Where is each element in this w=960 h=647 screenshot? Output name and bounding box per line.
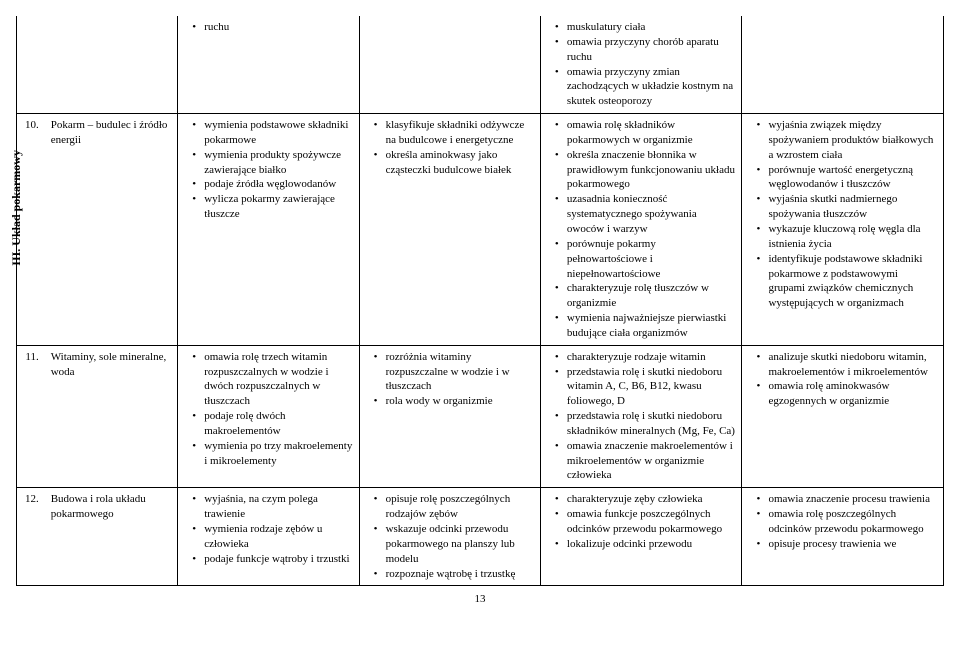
cell: klasyfikuje składniki odżywcze na budulc… [359, 114, 540, 346]
list-item: wskazuje odcinki przewodu pokarmowego na… [378, 522, 534, 567]
bullet-list: ruchu [184, 20, 352, 35]
list-item: wyjaśnia, na czym polega trawienie [196, 492, 352, 522]
list-item: omawia rolę aminokwasów egzogennych w or… [760, 379, 937, 409]
row-topic [45, 16, 178, 114]
list-item: podaje funkcje wątroby i trzustki [196, 552, 352, 567]
list-item: wyjaśnia związek między spożywaniem prod… [760, 118, 937, 163]
list-item: klasyfikuje składniki odżywcze na budulc… [378, 118, 534, 148]
list-item: muskulatury ciała [559, 20, 736, 35]
list-item: przedstawia rolę i skutki niedoboru wita… [559, 365, 736, 410]
bullet-list: rozróżnia witaminy rozpuszczalne w wodzi… [366, 350, 534, 409]
bullet-list: wymienia podstawowe składniki pokarmowew… [184, 118, 352, 222]
cell: ruchu [178, 16, 359, 114]
cell: rozróżnia witaminy rozpuszczalne w wodzi… [359, 345, 540, 488]
cell [742, 16, 944, 114]
bullet-list: opisuje rolę poszczególnych rodzajów zęb… [366, 492, 534, 581]
table-row: ruchu muskulatury ciałaomawia przyczyny c… [17, 16, 944, 114]
cell: omawia rolę składników pokarmowych w org… [540, 114, 742, 346]
list-item: podaje źródła węglowodanów [196, 177, 352, 192]
list-item: omawia funkcje poszczególnych odcinków p… [559, 507, 736, 537]
list-item: identyfikuje podstawowe składniki pokarm… [760, 252, 937, 311]
list-item: wymienia po trzy makroelementy i mikroel… [196, 439, 352, 469]
list-item: uzasadnia konieczność systematycznego sp… [559, 192, 736, 237]
cell: opisuje rolę poszczególnych rodzajów zęb… [359, 488, 540, 586]
list-item: wymienia podstawowe składniki pokarmowe [196, 118, 352, 148]
table-row: 11.Witaminy, sole mineralne, woda omawia … [17, 345, 944, 488]
list-item: omawia rolę trzech witamin rozpuszczalny… [196, 350, 352, 409]
list-item: podaje rolę dwóch makroelementów [196, 409, 352, 439]
list-item: porównuje wartość energetyczną węglowoda… [760, 163, 937, 193]
list-item: rola wody w organizmie [378, 394, 534, 409]
list-item: określa znaczenie błonnika w prawidłowym… [559, 148, 736, 193]
row-topic: Witaminy, sole mineralne, woda [45, 345, 178, 488]
cell: omawia rolę trzech witamin rozpuszczalny… [178, 345, 359, 488]
list-item: charakteryzuje zęby człowieka [559, 492, 736, 507]
bullet-list: wyjaśnia, na czym polega trawieniewymien… [184, 492, 352, 566]
bullet-list: klasyfikuje składniki odżywcze na budulc… [366, 118, 534, 177]
bullet-list: charakteryzuje rodzaje witaminprzedstawi… [547, 350, 736, 484]
list-item: charakteryzuje rolę tłuszczów w organizm… [559, 281, 736, 311]
page: III. Układ pokarmowy ruchumuskulatury ci… [16, 16, 944, 607]
list-item: wykazuje kluczową rolę węgla dla istnien… [760, 222, 937, 252]
bullet-list: muskulatury ciałaomawia przyczyny chorób… [547, 20, 736, 109]
bullet-list: omawia znaczenie procesu trawieniaomawia… [748, 492, 937, 551]
list-item: wyjaśnia skutki nadmiernego spożywania t… [760, 192, 937, 222]
cell: omawia znaczenie procesu trawieniaomawia… [742, 488, 944, 586]
list-item: wymienia rodzaje zębów u człowieka [196, 522, 352, 552]
row-topic: Budowa i rola układu pokarmowego [45, 488, 178, 586]
list-item: określa aminokwasy jako cząsteczki budul… [378, 148, 534, 178]
table-row: 12.Budowa i rola układu pokarmowegowyjaś… [17, 488, 944, 586]
row-number: 11. [17, 345, 45, 488]
bullet-list: omawia rolę trzech witamin rozpuszczalny… [184, 350, 352, 469]
bullet-list: wyjaśnia związek między spożywaniem prod… [748, 118, 937, 311]
list-item: porównuje pokarmy pełnowartościowe i nie… [559, 237, 736, 282]
cell: wyjaśnia związek między spożywaniem prod… [742, 114, 944, 346]
bullet-list: analizuje skutki niedoboru witamin, makr… [748, 350, 937, 409]
cell: charakteryzuje rodzaje witaminprzedstawi… [540, 345, 742, 488]
table-row: 10.Pokarm – budulec i źródło energiiwymi… [17, 114, 944, 346]
list-item: analizuje skutki niedoboru witamin, makr… [760, 350, 937, 380]
list-item: ruchu [196, 20, 352, 35]
curriculum-table: ruchu muskulatury ciałaomawia przyczyny c… [16, 16, 944, 586]
cell: charakteryzuje zęby człowiekaomawia funk… [540, 488, 742, 586]
row-number: 12. [17, 488, 45, 586]
list-item: wymienia produkty spożywcze zawierające … [196, 148, 352, 178]
list-item: opisuje rolę poszczególnych rodzajów zęb… [378, 492, 534, 522]
list-item: charakteryzuje rodzaje witamin [559, 350, 736, 365]
list-item: opisuje procesy trawienia we [760, 537, 937, 552]
list-item: omawia przyczyny chorób aparatu ruchu [559, 35, 736, 65]
cell: analizuje skutki niedoboru witamin, makr… [742, 345, 944, 488]
list-item: wylicza pokarmy zawierające tłuszcze [196, 192, 352, 222]
row-topic: Pokarm – budulec i źródło energii [45, 114, 178, 346]
list-item: rozpoznaje wątrobę i trzustkę [378, 567, 534, 582]
list-item: przedstawia rolę i skutki niedoboru skła… [559, 409, 736, 439]
page-number: 13 [16, 592, 944, 607]
cell [359, 16, 540, 114]
cell: wymienia podstawowe składniki pokarmowew… [178, 114, 359, 346]
cell: wyjaśnia, na czym polega trawieniewymien… [178, 488, 359, 586]
list-item: omawia przyczyny zmian zachodzących w uk… [559, 65, 736, 110]
list-item: omawia znaczenie procesu trawienia [760, 492, 937, 507]
row-number [17, 16, 45, 114]
section-label: III. Układ pokarmowy [8, 150, 24, 266]
list-item: wymienia najważniejsze pierwiastki buduj… [559, 311, 736, 341]
list-item: rozróżnia witaminy rozpuszczalne w wodzi… [378, 350, 534, 395]
bullet-list: charakteryzuje zęby człowiekaomawia funk… [547, 492, 736, 551]
list-item: omawia rolę poszczególnych odcinków prze… [760, 507, 937, 537]
list-item: omawia znaczenie makroelementów i mikroe… [559, 439, 736, 484]
list-item: omawia rolę składników pokarmowych w org… [559, 118, 736, 148]
bullet-list: omawia rolę składników pokarmowych w org… [547, 118, 736, 341]
cell: muskulatury ciałaomawia przyczyny chorób… [540, 16, 742, 114]
list-item: lokalizuje odcinki przewodu [559, 537, 736, 552]
